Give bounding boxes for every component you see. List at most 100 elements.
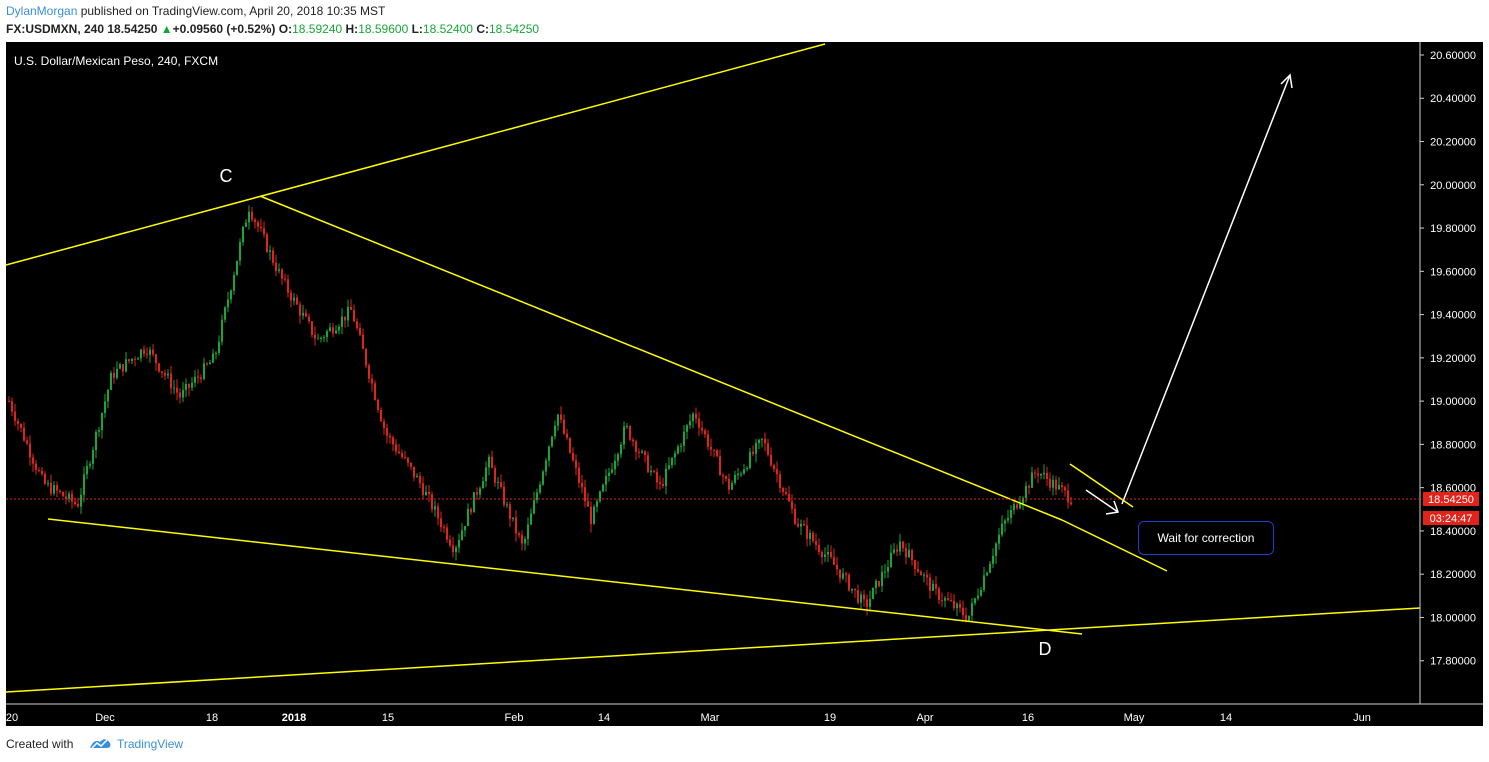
candle-body [425, 491, 427, 496]
candle-body [977, 595, 979, 599]
candle-body [560, 414, 562, 420]
candle-body [731, 482, 733, 490]
price-axis[interactable] [1420, 42, 1483, 704]
candle-body [497, 482, 499, 484]
candle-body [758, 439, 760, 444]
candle-body [566, 433, 568, 438]
tick-labels: 20.60000 20.40000 20.20000 20.00000 19.80000… [6, 50, 1476, 724]
y-tick-label: 19.60000 [1430, 266, 1476, 278]
x-tick-label: 2018 [282, 712, 306, 724]
candle-body [695, 413, 697, 419]
candle-body [518, 533, 520, 536]
candle-body [602, 484, 604, 492]
candle-body [965, 615, 967, 621]
candle-body [20, 423, 22, 428]
candle-body [221, 319, 223, 342]
y-tick-label: 20.40000 [1430, 93, 1476, 105]
candle-body [620, 444, 622, 455]
candle-body [8, 401, 10, 403]
candle-body [119, 364, 121, 369]
flag-upper-line [1069, 463, 1134, 508]
candle-body [539, 484, 541, 493]
candle-body [740, 473, 742, 475]
y-tick-label: 19.80000 [1430, 223, 1476, 235]
candle-body [608, 472, 610, 476]
candle-body [692, 413, 694, 422]
candle-body [242, 226, 244, 243]
candle-body [587, 501, 589, 507]
candle-body [476, 492, 478, 495]
candle-body [956, 603, 958, 609]
candle-body [131, 358, 133, 362]
time-axis[interactable] [6, 704, 1483, 726]
candle-body [785, 492, 787, 495]
chart-area[interactable]: U.S. Dollar/Mexican Peso, 240, FXCM 20.6… [0, 42, 1489, 726]
x-tick-label: 18 [206, 712, 218, 724]
y-tick-label: 19.20000 [1430, 353, 1476, 365]
candle-body [1070, 502, 1072, 505]
candle-body [836, 564, 838, 570]
y-tick-label: 20.60000 [1430, 50, 1476, 62]
candle-body [1052, 479, 1054, 488]
candle-body [1031, 472, 1033, 488]
candle-body [506, 504, 508, 506]
candle-body [482, 481, 484, 489]
candle-body [323, 337, 325, 339]
candle-body [725, 476, 727, 479]
tradingview-link[interactable]: TradingView [117, 737, 184, 751]
trendlines [5, 43, 1421, 693]
candle-body [677, 446, 679, 454]
close-value: 18.54250 [489, 22, 540, 36]
candle-body [542, 471, 544, 485]
candle-body [776, 469, 778, 475]
candle-body [983, 575, 985, 590]
candle-body [86, 465, 88, 475]
candle-body [1049, 479, 1051, 488]
candle-body [779, 474, 781, 489]
candle-body [470, 508, 472, 513]
author-link[interactable]: DylanMorgan [6, 4, 78, 18]
y-tick-label: 20.20000 [1430, 137, 1476, 149]
arrows [1085, 73, 1293, 515]
candle-body [803, 523, 805, 526]
candle-body [770, 454, 772, 466]
candle-body [563, 419, 565, 434]
candle-body [704, 430, 706, 435]
candle-body [938, 588, 940, 600]
candle-body [1037, 473, 1039, 476]
y-tick-label: 18.00000 [1430, 612, 1476, 624]
candle-body [296, 297, 298, 305]
candle-body [851, 588, 853, 591]
candle-body [167, 373, 169, 376]
candle-body [998, 534, 1000, 544]
candle-body [794, 508, 796, 524]
candle-body [1022, 497, 1024, 504]
candle-body [755, 443, 757, 454]
candle-body [1040, 474, 1042, 476]
candle-body [554, 425, 556, 437]
candle-body [623, 426, 625, 445]
tradingview-logo-icon[interactable] [88, 734, 112, 752]
candle-body [467, 508, 469, 527]
candle-body [686, 425, 688, 432]
candle-body [680, 445, 682, 447]
candle-body [110, 372, 112, 390]
publish-info: DylanMorgan published on TradingView.com… [6, 4, 385, 18]
candle-body [773, 465, 775, 470]
candle-body [458, 539, 460, 548]
candle-body [569, 437, 571, 453]
candle-body [332, 327, 334, 334]
candle-body [581, 482, 583, 488]
candle-body [1067, 490, 1069, 503]
candle-body [26, 440, 28, 444]
candle-body [962, 607, 964, 616]
candle-body [899, 541, 901, 552]
candle-body [230, 290, 232, 300]
candle-body [614, 460, 616, 470]
ohlc-info: FX:USDMXN, 240 18.54250 ▲+0.09560 (+0.52… [6, 22, 539, 36]
candle-body [194, 376, 196, 383]
candle-body [674, 453, 676, 458]
x-tick-label: May [1124, 712, 1145, 724]
candle-body [392, 437, 394, 445]
price-chart[interactable]: U.S. Dollar/Mexican Peso, 240, FXCM 20.6… [0, 42, 1489, 726]
